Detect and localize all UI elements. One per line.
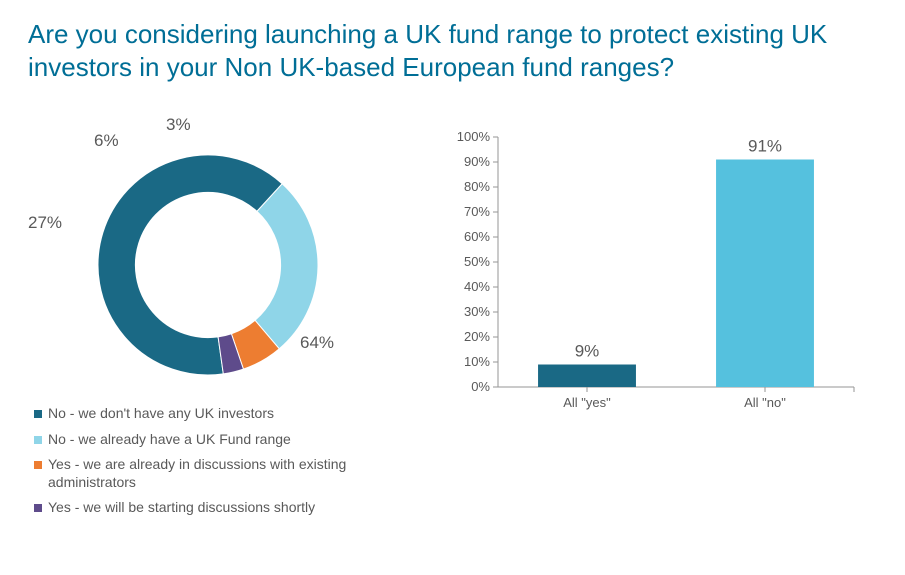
svg-text:30%: 30% (464, 304, 490, 319)
legend-item-2: Yes - we are already in discussions with… (34, 456, 364, 491)
legend-swatch-1 (34, 436, 42, 444)
legend-item-0: No - we don't have any UK investors (34, 405, 364, 423)
donut-legend: No - we don't have any UK investors No -… (28, 405, 408, 517)
legend-item-3: Yes - we will be starting discussions sh… (34, 499, 364, 517)
donut-chart: 64% 27% 6% 3% (28, 97, 358, 397)
donut-chart-container: 64% 27% 6% 3% No - we don't have any UK … (28, 97, 408, 525)
donut-slice-label-0: 64% (300, 333, 334, 353)
svg-text:All "yes": All "yes" (563, 395, 611, 410)
donut-slice-label-3: 3% (166, 115, 191, 135)
svg-text:All "no": All "no" (744, 395, 786, 410)
donut-slice-label-1: 27% (28, 213, 62, 233)
legend-swatch-3 (34, 504, 42, 512)
svg-text:91%: 91% (748, 137, 782, 156)
svg-text:90%: 90% (464, 154, 490, 169)
legend-label-3: Yes - we will be starting discussions sh… (48, 499, 315, 517)
svg-text:80%: 80% (464, 179, 490, 194)
svg-text:50%: 50% (464, 254, 490, 269)
svg-text:20%: 20% (464, 329, 490, 344)
svg-text:70%: 70% (464, 204, 490, 219)
svg-text:40%: 40% (464, 279, 490, 294)
legend-item-1: No - we already have a UK Fund range (34, 431, 364, 449)
svg-text:0%: 0% (471, 379, 490, 394)
legend-label-1: No - we already have a UK Fund range (48, 431, 291, 449)
svg-text:100%: 100% (457, 129, 491, 144)
svg-text:9%: 9% (575, 342, 600, 361)
page-title: Are you considering launching a UK fund … (28, 18, 848, 83)
donut-slice-label-2: 6% (94, 131, 119, 151)
legend-label-0: No - we don't have any UK investors (48, 405, 274, 423)
legend-label-2: Yes - we are already in discussions with… (48, 456, 364, 491)
svg-text:60%: 60% (464, 229, 490, 244)
legend-swatch-0 (34, 410, 42, 418)
legend-swatch-2 (34, 461, 42, 469)
svg-text:10%: 10% (464, 354, 490, 369)
charts-row: 64% 27% 6% 3% No - we don't have any UK … (28, 97, 877, 525)
bar-chart: 0% 10% 20% 30% 40% 50% 60% 70% 80% 90% 100% All "ye… (448, 107, 868, 417)
